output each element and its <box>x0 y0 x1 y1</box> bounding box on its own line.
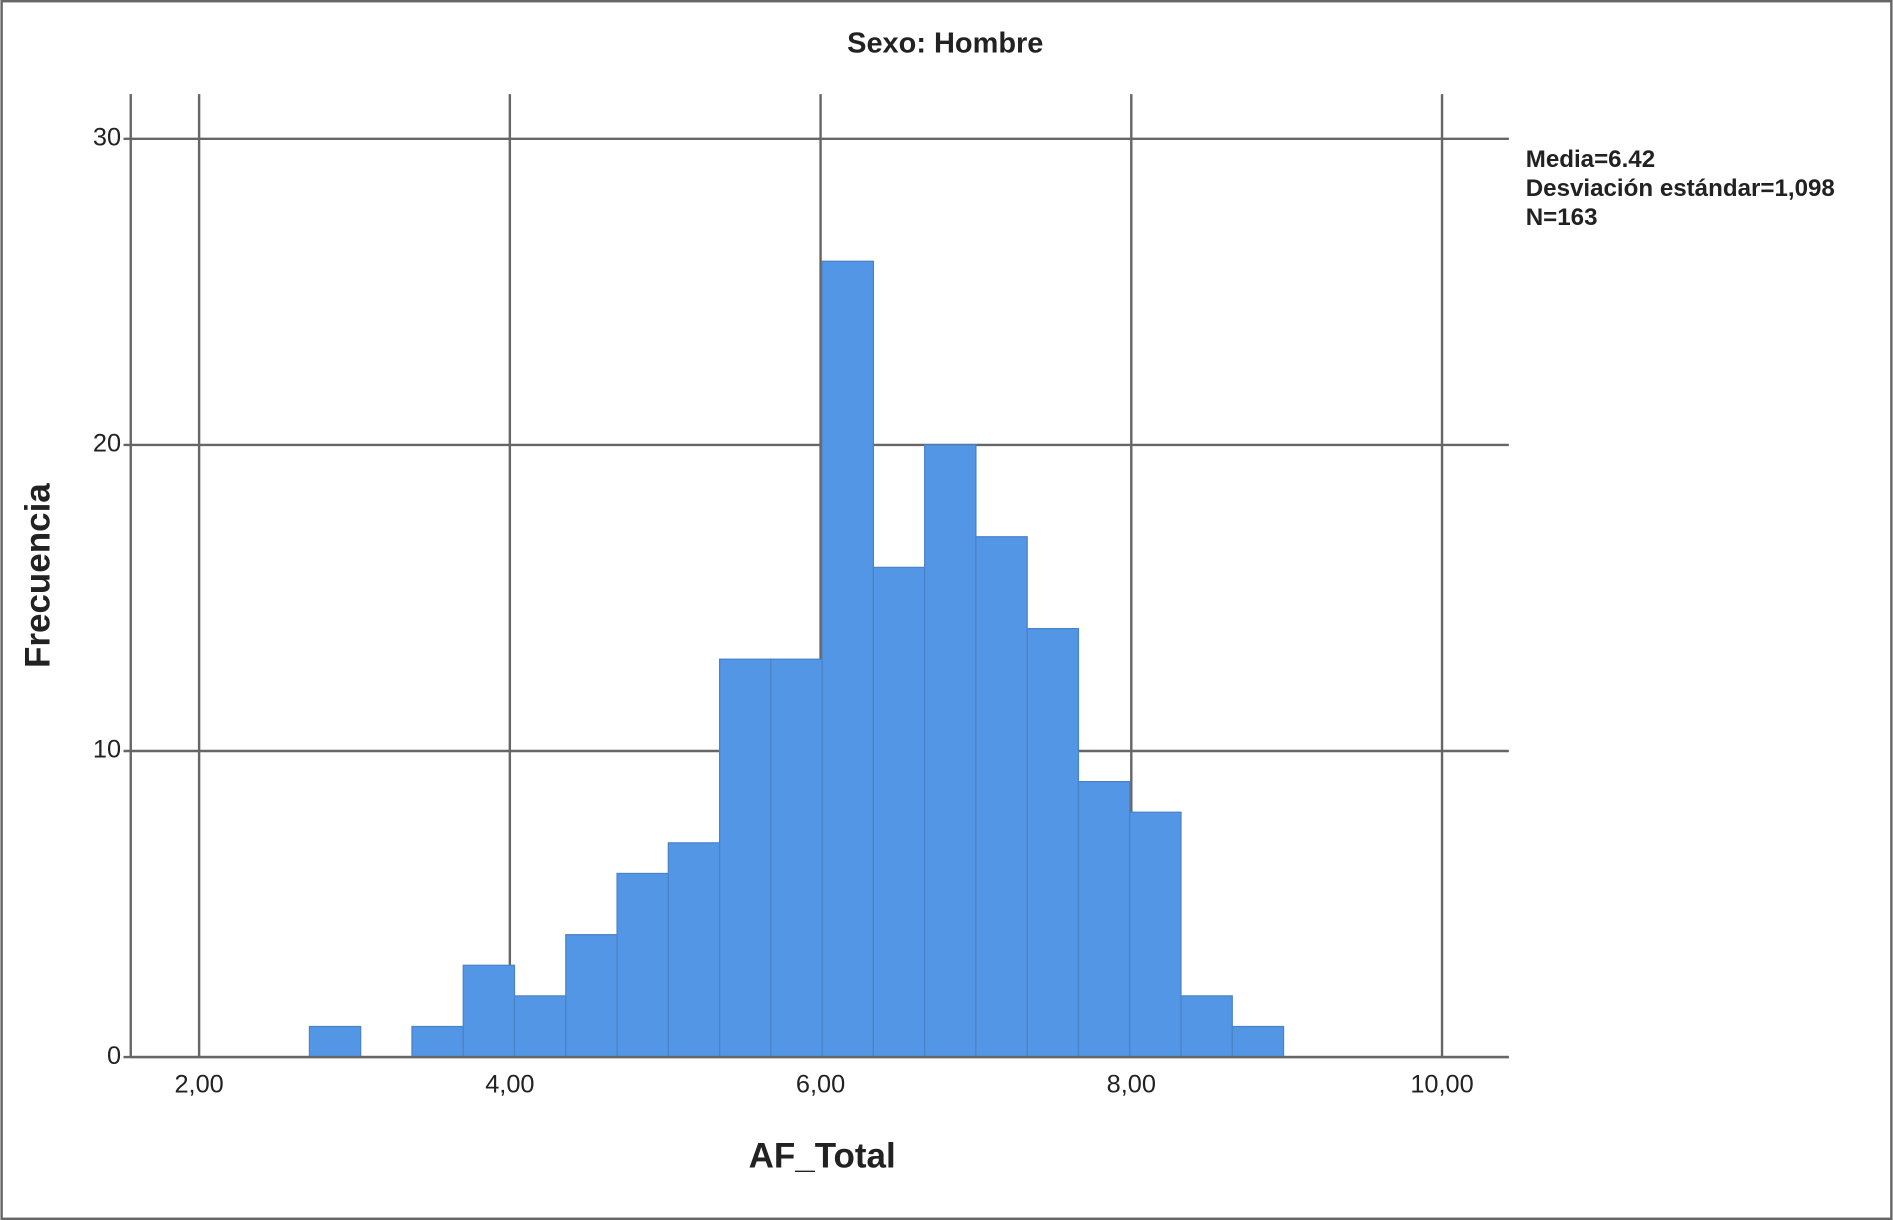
bar <box>308 1025 362 1058</box>
stats: Media=6.42 Desviación estándar=1,098 N=1… <box>1526 146 1835 231</box>
bar <box>411 1025 464 1058</box>
x-axis-label: AF_Total <box>749 1137 896 1176</box>
bar <box>770 658 823 1058</box>
chart-title: Sexo: Hombre <box>847 27 1043 59</box>
bar <box>1026 627 1080 1058</box>
x-tick-label: 8,00 <box>1107 1071 1156 1099</box>
stat-text: N=163 <box>1526 204 1598 231</box>
bar <box>924 444 977 1058</box>
bar <box>565 934 618 1058</box>
bar <box>667 842 721 1058</box>
x-tick-label: 4,00 <box>485 1071 534 1099</box>
bar <box>1231 1025 1285 1058</box>
bar <box>462 964 516 1058</box>
bar <box>872 566 926 1058</box>
y-axis-label: Frecuencia <box>18 483 57 668</box>
y-tick-label: 0 <box>107 1042 121 1070</box>
y-tick-label: 20 <box>93 430 121 458</box>
bar <box>1129 811 1182 1058</box>
bar <box>1077 781 1131 1058</box>
x-tick-label: 6,00 <box>796 1071 845 1099</box>
bar <box>513 995 567 1058</box>
x-tick-label: 2,00 <box>174 1071 223 1099</box>
stat-text: Desviación estándar=1,098 <box>1526 175 1835 202</box>
bar <box>975 536 1028 1058</box>
bar <box>821 260 874 1058</box>
bar <box>616 872 669 1058</box>
bar <box>718 658 772 1058</box>
x-tick-label: 10,00 <box>1410 1071 1473 1099</box>
bar <box>1180 995 1233 1058</box>
y-tick-label: 10 <box>93 736 121 764</box>
stat-text: Media=6.42 <box>1526 146 1655 173</box>
y-tick-label: 30 <box>93 124 121 152</box>
